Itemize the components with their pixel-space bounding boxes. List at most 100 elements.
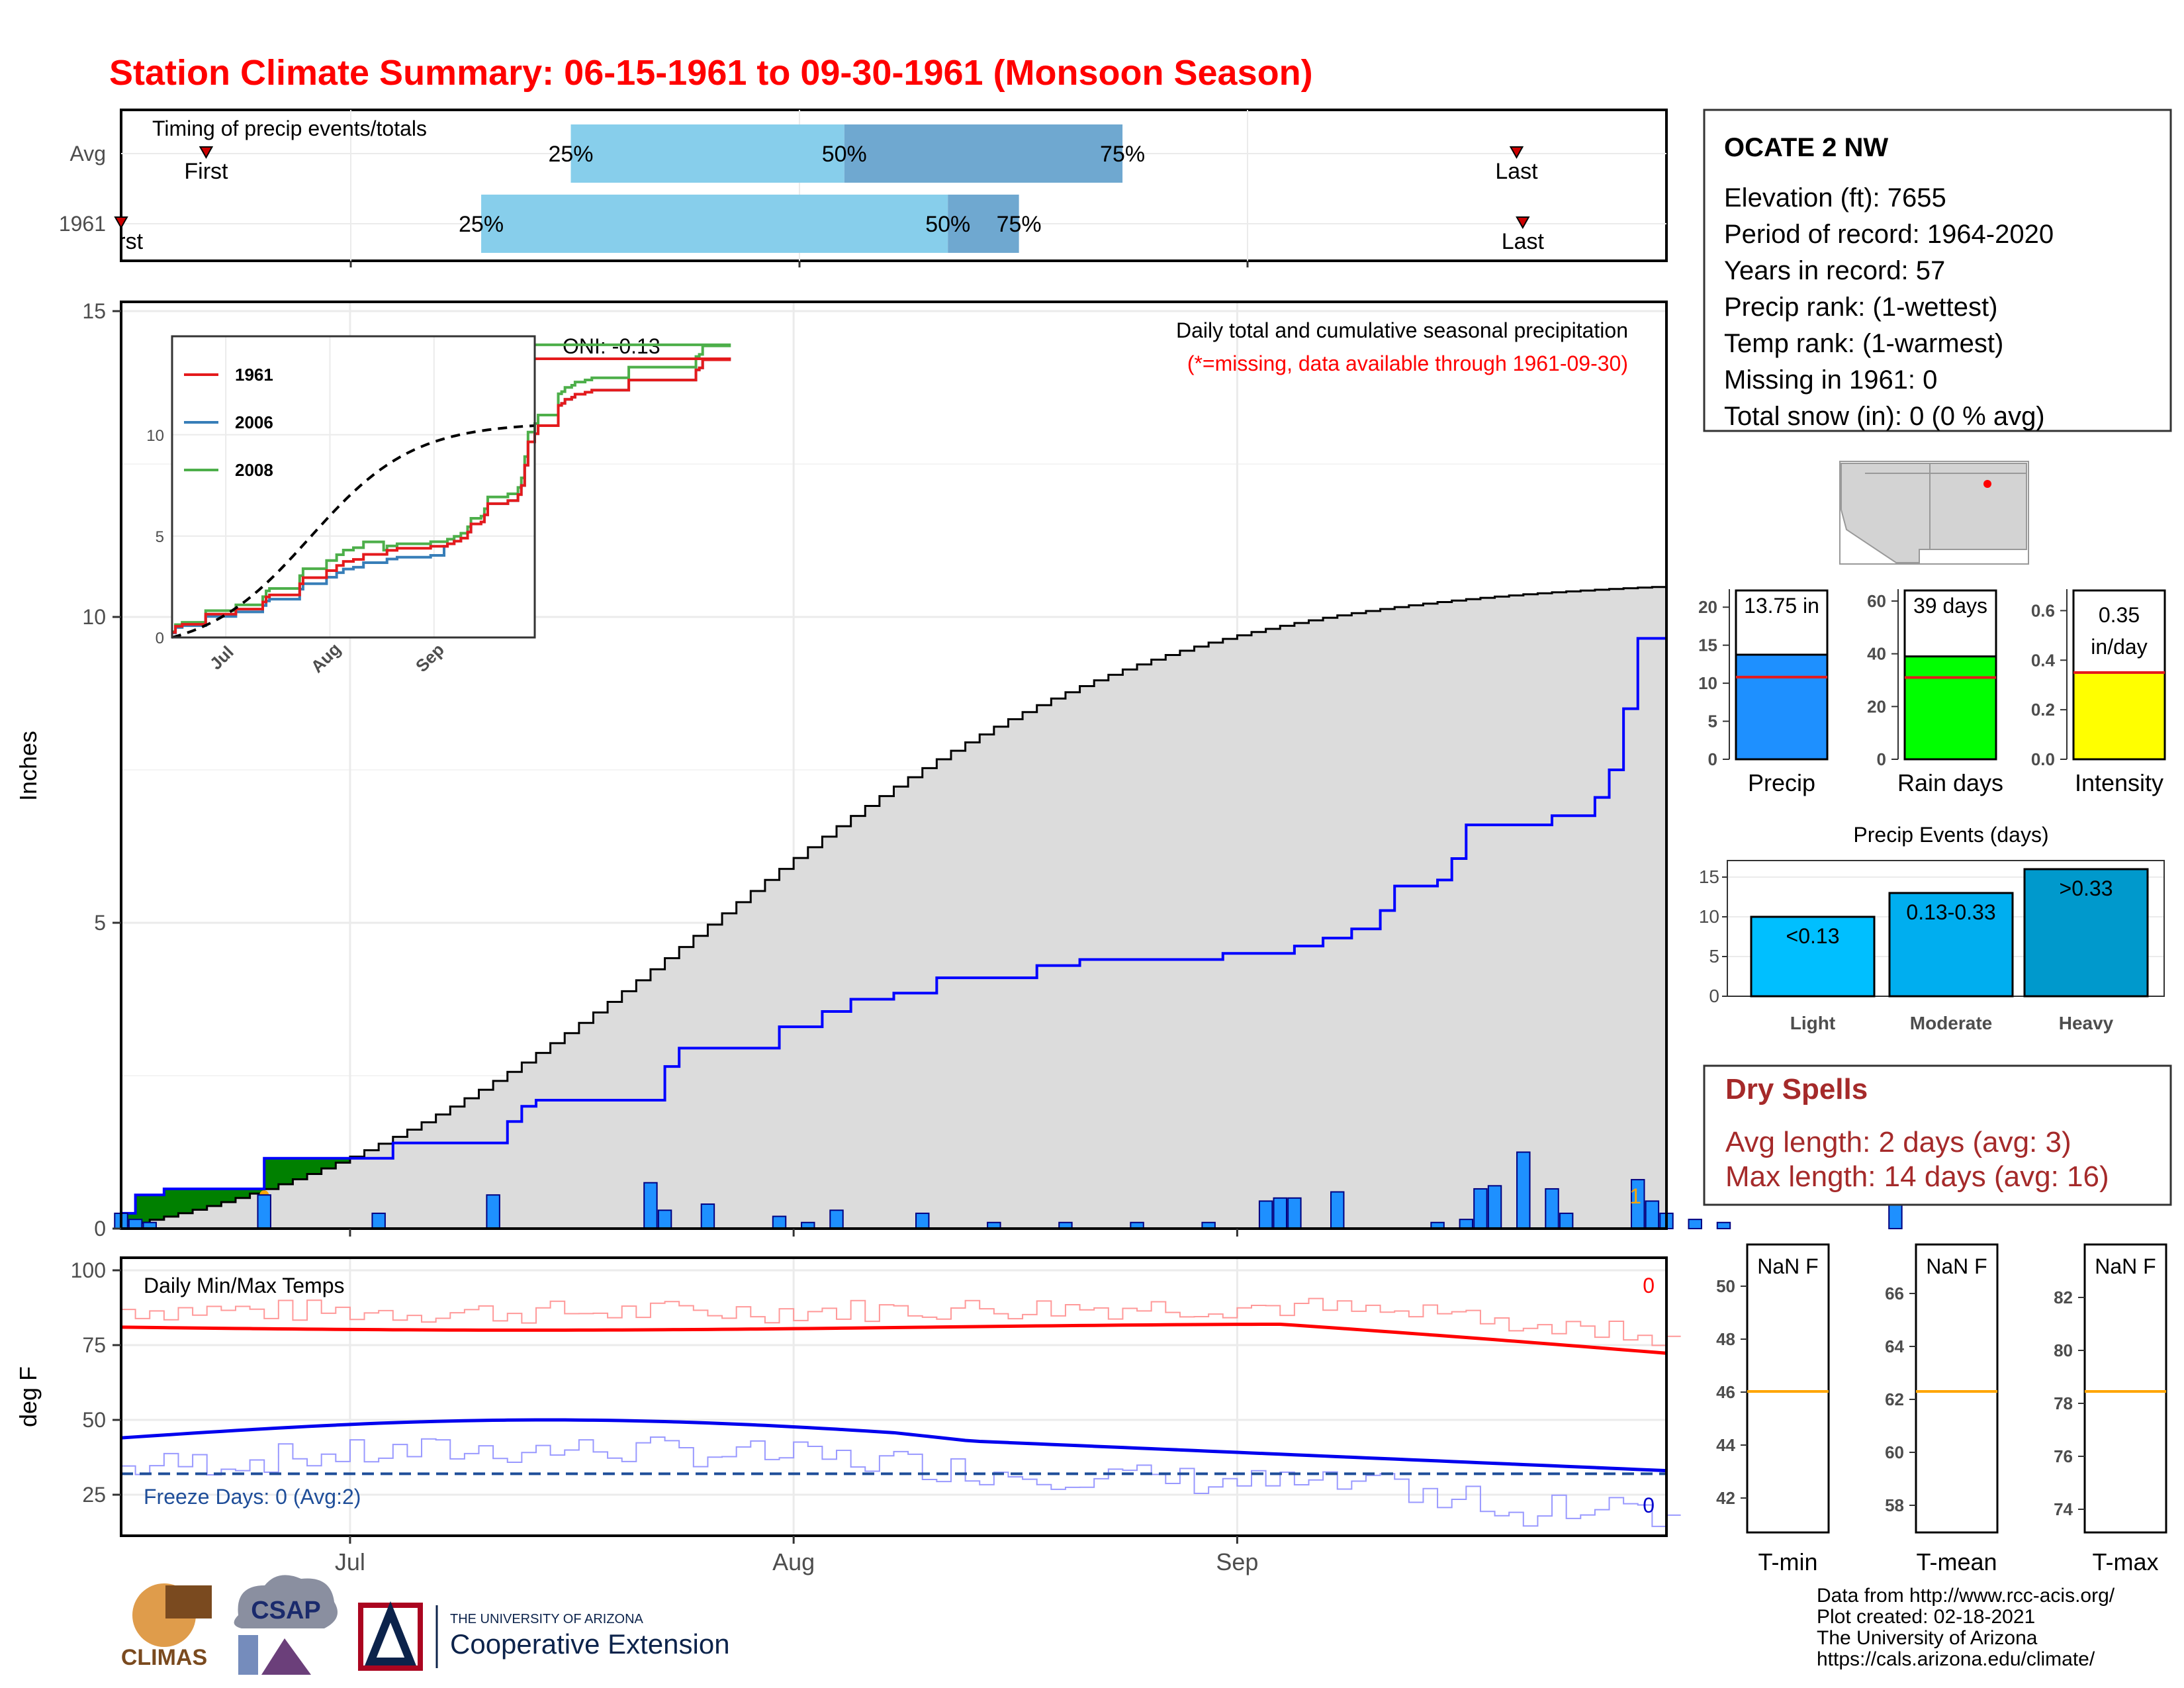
- inset-ytick-label: 5: [156, 528, 164, 546]
- daily-precip-bar: [1258, 1200, 1273, 1230]
- station-info: OCATE 2 NW Elevation (ft): 7655 Period of…: [1703, 109, 2172, 432]
- daily-precip-bar: [1716, 1221, 1731, 1230]
- temp-box-value: NaN F: [1757, 1254, 1818, 1278]
- csap-logo: CSAP: [234, 1575, 338, 1675]
- temp-ytick-label: 75: [82, 1333, 106, 1357]
- summary-ytick-label: 0.0: [2031, 749, 2055, 769]
- station-info-line: Elevation (ft): 7655: [1724, 183, 1946, 212]
- timing-label: Timing of precip events/totals: [152, 117, 427, 140]
- temp-xtick-label: Sep: [1216, 1548, 1258, 1575]
- temp-box-ytick-label: 76: [2054, 1446, 2073, 1466]
- temp-boxes: NaN F 42 44 46 48 50 T-min NaN F 58 60 62 64 66 T-mea…: [1716, 1243, 2167, 1575]
- timing-quartile-label: 50%: [822, 142, 867, 167]
- daily-precip-bar: [1516, 1151, 1531, 1229]
- summary-ytick-label: 0.2: [2031, 700, 2055, 720]
- summary-value-unit: in/day: [2091, 635, 2147, 659]
- cumulative-average-line: [121, 586, 1668, 1227]
- tmin-smoothed-line: [120, 1418, 1667, 1473]
- temp-box-name: T-max: [2092, 1548, 2158, 1575]
- timing-row-label: 1961: [59, 212, 106, 236]
- temp-panel: 25 50 75 100 Jul Aug Sep deg F Daily Min/Max …: [15, 1256, 1681, 1575]
- temp-box-ytick-label: 50: [1716, 1276, 1735, 1296]
- daily-precip-bar: [772, 1215, 787, 1230]
- tmax-daily-line: [121, 1297, 1681, 1346]
- station-info-line: Years in record: 57: [1724, 256, 1945, 285]
- daily-precip-bar: [486, 1194, 500, 1230]
- summary-value-label: 39 days: [1913, 594, 1987, 618]
- location-map: [1839, 461, 2029, 565]
- station-info-line: Missing in 1961: 0: [1724, 365, 1937, 395]
- climas-logo-text: CLIMAS: [121, 1645, 207, 1670]
- timing-bar-q1: [570, 124, 844, 183]
- daily-precip-bar: [1645, 1200, 1660, 1230]
- timing-row-label: Avg: [69, 142, 106, 165]
- station-location-marker: [1983, 480, 1991, 488]
- events-bar-label: <0.13: [1786, 924, 1840, 948]
- temp-ytick-label: 100: [71, 1258, 106, 1282]
- precip-events-chart: Precip Events (days) 0 5 10 15 <0.13 Light 0.1…: [1699, 823, 2165, 1033]
- summary-ytick-label: 5: [1708, 712, 1717, 731]
- station-info-line: Period of record: 1964-2020: [1724, 220, 2054, 249]
- dry-spells-title: Dry Spells: [1725, 1073, 1868, 1105]
- precip-annot-missing: (*=missing, data available through 1961-…: [1187, 352, 1628, 375]
- corner-count: 1: [1629, 1184, 1641, 1208]
- summary-ytick-label: 20: [1867, 696, 1886, 716]
- temp-box-name: T-min: [1758, 1548, 1818, 1575]
- timing-quartile-label: 25%: [459, 212, 504, 237]
- temp-box-ytick-label: 66: [1885, 1284, 1904, 1303]
- station-info-line: Precip rank: (1-wettest): [1724, 293, 1997, 322]
- events-title: Precip Events (days): [1853, 823, 2048, 847]
- timing-bar-q2: [844, 124, 1123, 183]
- freeze-days: Freeze Days: 0 (Avg:2): [144, 1485, 361, 1509]
- timing-quartile-label: 75%: [1100, 142, 1145, 167]
- cumulative-average-area: [121, 586, 1666, 1229]
- temp-box: [2083, 1243, 2167, 1534]
- temp-box-value: NaN F: [2095, 1254, 2156, 1278]
- precip-ytick-label: 5: [94, 911, 106, 935]
- tmin-daily-line: [121, 1436, 1681, 1527]
- inset-average-line: [171, 424, 535, 639]
- first-event-marker: [199, 146, 214, 160]
- daily-precip-bar: [1473, 1188, 1488, 1229]
- events-bar: [1888, 892, 2014, 998]
- events-bar-label: >0.33: [2060, 876, 2113, 900]
- timing-bar-q1: [481, 195, 948, 253]
- footer-line-4: https://cals.arizona.edu/climate/: [1817, 1648, 2095, 1670]
- timing-quartile-label: 25%: [548, 142, 593, 167]
- events-category-label: Moderate: [1910, 1013, 1992, 1033]
- daily-precip-bar: [1545, 1188, 1559, 1229]
- events-ytick-label: 5: [1709, 946, 1719, 966]
- summary-bar-name: Intensity: [2075, 769, 2163, 796]
- temp-box-name: T-mean: [1916, 1548, 1997, 1575]
- temp-xtick-label: Jul: [335, 1548, 365, 1575]
- precip-ytick-label: 10: [82, 605, 106, 629]
- inset-legend-label: 1961: [235, 365, 273, 385]
- station-name: OCATE 2 NW: [1724, 133, 1888, 162]
- events-bar-label: 0.13-0.33: [1906, 900, 1995, 924]
- tmax-count: 0: [1643, 1274, 1655, 1297]
- last-event-marker: [1516, 216, 1530, 230]
- daily-precip-bar: [1273, 1197, 1287, 1230]
- temp-box-value: NaN F: [1926, 1254, 1987, 1278]
- daily-precip-bar: [829, 1209, 844, 1230]
- summary-value-label: 13.75 in: [1744, 594, 1819, 618]
- timing-quartile-label: 50%: [925, 212, 970, 237]
- temp-box-ytick-label: 62: [1885, 1389, 1904, 1409]
- first-event-label: First: [184, 159, 228, 184]
- ua-logo-line1: THE UNIVERSITY OF ARIZONA: [450, 1612, 644, 1626]
- daily-precip-bar: [1487, 1185, 1502, 1229]
- dry-spells-box: Dry Spells Avg length: 2 days (avg: 3) M…: [1703, 1064, 2172, 1206]
- temp-box-ytick-label: 42: [1716, 1488, 1735, 1508]
- summary-bar-name: Precip: [1748, 769, 1815, 796]
- tmax-smoothed-line: [120, 1322, 1667, 1355]
- temp-box-ytick-label: 58: [1885, 1495, 1904, 1515]
- summary-ytick-label: 0: [1877, 749, 1886, 769]
- timing-quartile-label: 75%: [997, 212, 1042, 237]
- events-ytick-label: 15: [1699, 867, 1719, 887]
- temp-box-ytick-label: 46: [1716, 1382, 1735, 1402]
- daily-precip-bar: [700, 1203, 715, 1230]
- temp-box-ytick-label: 80: [2054, 1340, 2073, 1360]
- daily-precip-bar: [371, 1212, 386, 1230]
- events-ytick-label: 10: [1699, 906, 1719, 927]
